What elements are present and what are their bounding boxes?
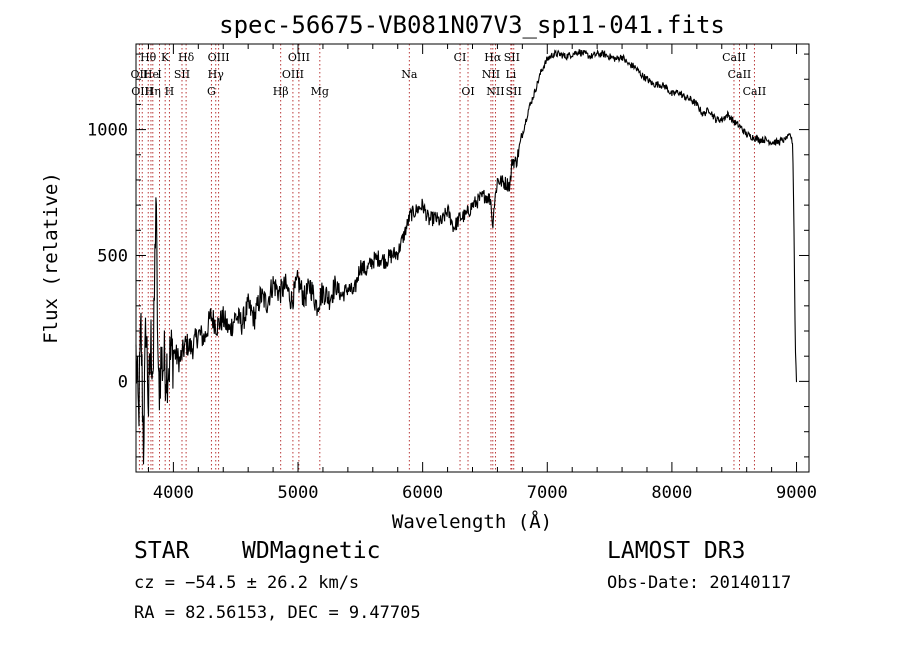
line-label: He xyxy=(143,68,159,81)
line-label: CaII xyxy=(743,85,767,98)
x-axis-label: Wavelength (Å) xyxy=(392,510,552,533)
line-label: Hη xyxy=(145,85,161,98)
line-label: NII xyxy=(482,68,500,81)
x-tick-label: 9000 xyxy=(776,483,817,503)
line-label: OI xyxy=(461,85,474,98)
emission-line-markers xyxy=(138,44,755,472)
line-label: Hα xyxy=(484,51,502,64)
line-label: SII xyxy=(506,85,522,98)
line-label: CaII xyxy=(722,51,746,64)
line-label: OIII xyxy=(288,51,310,64)
line-label: NII xyxy=(486,85,504,98)
y-tick-label: 0 xyxy=(118,372,128,392)
line-label: Hθ xyxy=(140,51,157,64)
line-label: Hβ xyxy=(273,85,289,98)
x-axis-ticks: 4000 5000 6000 7000 8000 9000 xyxy=(147,44,817,503)
y-tick-label: 1000 xyxy=(87,121,128,141)
line-label: Hγ xyxy=(208,68,225,81)
y-axis-label: Flux (relative) xyxy=(40,172,62,344)
line-label: OIII xyxy=(282,68,304,81)
spectrum-line xyxy=(135,48,798,465)
coordinates: RA = 82.56153, DEC = 9.47705 xyxy=(134,603,421,623)
x-tick-label: 4000 xyxy=(153,483,194,503)
x-tick-label: 8000 xyxy=(651,483,692,503)
x-tick-label: 6000 xyxy=(402,483,443,503)
line-label: Hδ xyxy=(178,51,195,64)
line-label: G xyxy=(207,85,216,98)
observation-date: Obs-Date: 20140117 xyxy=(607,573,792,593)
line-label: K xyxy=(161,51,170,64)
chart-title: spec-56675-VB081N07V3_sp11-041.fits xyxy=(219,11,725,39)
line-label: CI xyxy=(454,51,467,64)
line-label: H xyxy=(165,85,175,98)
line-label: Na xyxy=(401,68,418,81)
line-label: SII xyxy=(504,51,520,64)
survey-name: LAMOST DR3 xyxy=(607,538,746,564)
line-label: OII xyxy=(131,68,149,81)
object-subclass: WDMagnetic xyxy=(242,538,381,564)
object-class: STAR xyxy=(134,538,190,564)
x-tick-label: 7000 xyxy=(527,483,568,503)
line-label: Mg xyxy=(311,85,329,98)
y-axis-ticks: 0 500 1000 xyxy=(87,53,809,458)
line-label: OIII xyxy=(131,85,153,98)
y-tick-label: 500 xyxy=(97,246,128,266)
line-label: SII xyxy=(174,68,190,81)
x-tick-label: 5000 xyxy=(278,483,319,503)
line-label: OIII xyxy=(208,51,230,64)
redshift-cz: cz = −54.5 ± 26.2 km/s xyxy=(134,573,360,593)
line-label: CaII xyxy=(728,68,752,81)
line-label: I xyxy=(157,68,161,81)
line-label: Li xyxy=(505,68,516,81)
